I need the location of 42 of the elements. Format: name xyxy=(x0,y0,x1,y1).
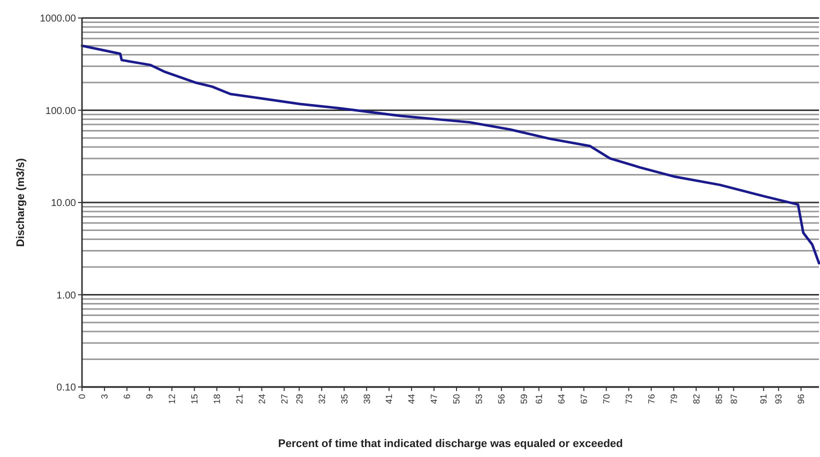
line-series xyxy=(80,44,820,264)
x-tick-label: 67 xyxy=(578,394,589,404)
x-tick-label: 85 xyxy=(714,394,724,404)
x-tick-label: 82 xyxy=(691,394,702,404)
x-tick-label: 35 xyxy=(339,394,350,404)
x-tick-label: 3 xyxy=(100,394,110,400)
x-tick-label: 24 xyxy=(256,394,267,404)
y-axis-title: Discharge (m3/s) xyxy=(15,158,27,247)
x-tick-label: 6 xyxy=(122,394,132,400)
x-tick-label: 59 xyxy=(519,394,530,404)
x-tick-label: 21 xyxy=(234,394,244,404)
y-tick-label: 10.00 xyxy=(50,198,76,209)
x-tick-label: 44 xyxy=(406,394,417,404)
x-tick-label: 50 xyxy=(452,394,462,404)
x-tick-label: 96 xyxy=(796,394,806,404)
x-tick-label: 47 xyxy=(429,394,440,404)
x-tick-label: 18 xyxy=(212,394,222,404)
x-tick-label: 56 xyxy=(496,394,507,404)
y-tick-label: 0.10 xyxy=(56,382,76,394)
x-tick-label: 93 xyxy=(774,394,784,404)
x-tick-label: 61 xyxy=(534,394,544,404)
x-tick-label: 32 xyxy=(316,394,327,404)
x-tick-label: 12 xyxy=(167,394,178,404)
x-tick-label: 87 xyxy=(728,394,739,404)
x-tick-label: 15 xyxy=(190,394,200,404)
x-axis-title: Percent of time that indicated discharge was equaled or exceeded xyxy=(278,438,623,450)
y-tick-label: 1.00 xyxy=(56,290,76,302)
x-tick-label: 0 xyxy=(77,394,88,400)
y-tick-label: 1000.00 xyxy=(40,14,76,24)
x-tick-label: 79 xyxy=(668,394,679,404)
x-tick-label: 76 xyxy=(646,394,656,404)
x-tick-label: 38 xyxy=(362,394,372,404)
x-tick-label: 53 xyxy=(474,394,484,404)
x-tick-label: 29 xyxy=(294,394,304,404)
x-tick-label: 64 xyxy=(556,394,566,404)
x-tick-label: 27 xyxy=(279,394,290,404)
x-tick-label: 70 xyxy=(601,394,612,404)
x-tick-label: 9 xyxy=(144,394,155,400)
x-tick-label: 73 xyxy=(624,394,634,404)
y-tick-label: 100.00 xyxy=(45,106,76,117)
x-tick-label: 41 xyxy=(384,394,394,404)
x-tick-label: 91 xyxy=(758,394,769,404)
